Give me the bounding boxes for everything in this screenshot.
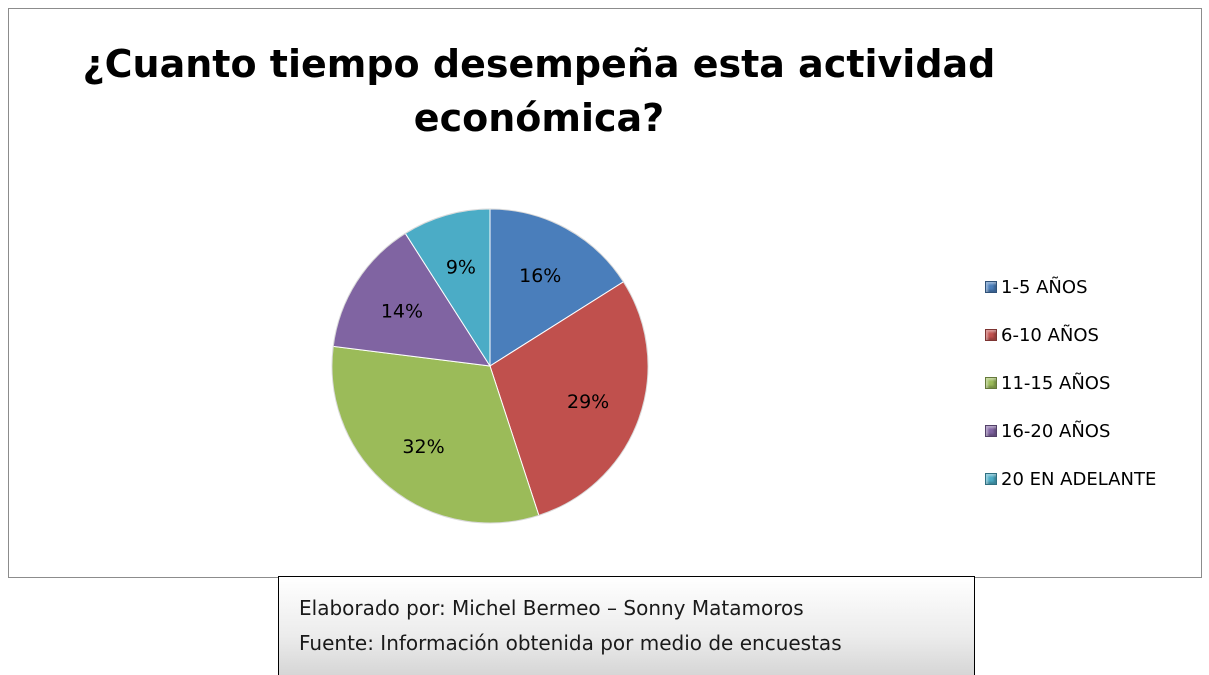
legend-item-20-plus: 20 EN ADELANTE — [985, 455, 1156, 503]
legend-item-11-15: 11-15 AÑOS — [985, 359, 1156, 407]
legend-swatch-20-plus — [985, 473, 997, 485]
legend-item-16-20: 16-20 AÑOS — [985, 407, 1156, 455]
legend-swatch-11-15 — [985, 377, 997, 389]
pie-label-11-15: 32% — [402, 436, 444, 458]
pie-label-6-10: 29% — [567, 391, 609, 413]
pie-slice-6-10 — [489, 281, 649, 516]
pie-label-20-plus: 9% — [446, 256, 476, 278]
legend-label-11-15: 11-15 AÑOS — [1001, 372, 1111, 394]
pie-chart: 16% 29% 32% 14% 9% — [331, 208, 649, 524]
pie-slice-16-20 — [332, 232, 491, 367]
legend-label-6-10: 6-10 AÑOS — [1001, 324, 1099, 346]
pie-outline — [331, 208, 649, 524]
legend-label-1-5: 1-5 AÑOS — [1001, 276, 1088, 298]
credit-box: Elaborado por: Michel Bermeo – Sonny Mat… — [278, 576, 975, 675]
legend-swatch-6-10 — [985, 329, 997, 341]
legend-swatch-1-5 — [985, 281, 997, 293]
pie-label-1-5: 16% — [519, 265, 561, 287]
pie-slice-20-plus — [404, 208, 491, 368]
legend: 1-5 AÑOS 6-10 AÑOS 11-15 AÑOS 16-20 AÑOS 20 … — [985, 263, 1156, 503]
pie-slice-11-15 — [331, 345, 540, 524]
pie-label-16-20: 14% — [381, 300, 423, 322]
pie-slice-1-5 — [489, 208, 625, 367]
chart-frame: ¿Cuanto tiempo desempeña esta actividad … — [8, 8, 1202, 578]
legend-swatch-16-20 — [985, 425, 997, 437]
credit-source: Fuente: Información obtenida por medio d… — [299, 631, 842, 655]
legend-label-20-plus: 20 EN ADELANTE — [1001, 468, 1157, 490]
chart-title: ¿Cuanto tiempo desempeña esta actividad … — [82, 42, 996, 140]
legend-label-16-20: 16-20 AÑOS — [1001, 420, 1111, 442]
legend-item-1-5: 1-5 AÑOS — [985, 263, 1156, 311]
credit-author: Elaborado por: Michel Bermeo – Sonny Mat… — [299, 596, 804, 620]
legend-item-6-10: 6-10 AÑOS — [985, 311, 1156, 359]
